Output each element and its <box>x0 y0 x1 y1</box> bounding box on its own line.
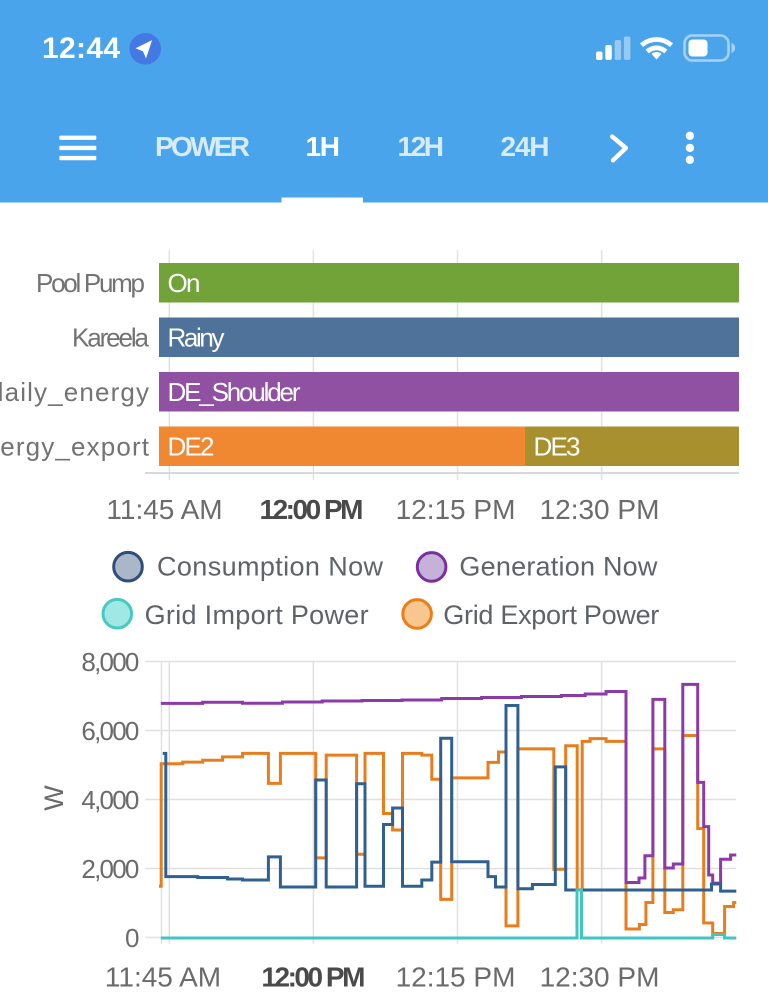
svg-text:Rainy: Rainy <box>168 323 225 353</box>
svg-text:2,000: 2,000 <box>81 854 139 884</box>
svg-text:8,000: 8,000 <box>81 647 139 677</box>
svg-text:On: On <box>168 268 201 298</box>
svg-text:4,000: 4,000 <box>81 785 139 815</box>
svg-text:Kareela: Kareela <box>72 323 150 353</box>
svg-text:DE_Shoulder: DE_Shoulder <box>168 377 301 407</box>
svg-text:W: W <box>39 785 69 811</box>
svg-text:POWER: POWER <box>155 131 250 162</box>
svg-text:DE2: DE2 <box>168 432 215 462</box>
svg-text:12H: 12H <box>398 131 445 162</box>
svg-text:6,000: 6,000 <box>81 716 139 746</box>
svg-text:11:45 AM: 11:45 AM <box>106 494 222 525</box>
svg-text:24H: 24H <box>501 131 550 162</box>
svg-text:Grid Export Power: Grid Export Power <box>443 600 659 630</box>
svg-text:0: 0 <box>125 923 139 953</box>
svg-text:12:30 PM: 12:30 PM <box>540 494 660 525</box>
svg-text:Pool Pump: Pool Pump <box>36 268 145 298</box>
svg-text:12:00 PM: 12:00 PM <box>261 962 365 993</box>
svg-text:11:45 AM: 11:45 AM <box>105 962 221 993</box>
svg-text:Consumption Now: Consumption Now <box>157 552 384 582</box>
svg-text:Grid Import Power: Grid Import Power <box>145 600 369 630</box>
svg-text:DE3: DE3 <box>534 432 581 462</box>
svg-text:12:30 PM: 12:30 PM <box>540 962 660 993</box>
svg-text:Generation Now: Generation Now <box>459 552 658 582</box>
svg-text:daily_energy: daily_energy <box>0 377 149 407</box>
svg-text:1H: 1H <box>306 131 341 162</box>
svg-text:12:15 PM: 12:15 PM <box>396 962 516 993</box>
svg-text:12:44: 12:44 <box>42 32 120 65</box>
svg-text:12:00 PM: 12:00 PM <box>260 494 364 525</box>
svg-text:energy_export: energy_export <box>0 432 150 462</box>
svg-text:12:15 PM: 12:15 PM <box>396 494 516 525</box>
